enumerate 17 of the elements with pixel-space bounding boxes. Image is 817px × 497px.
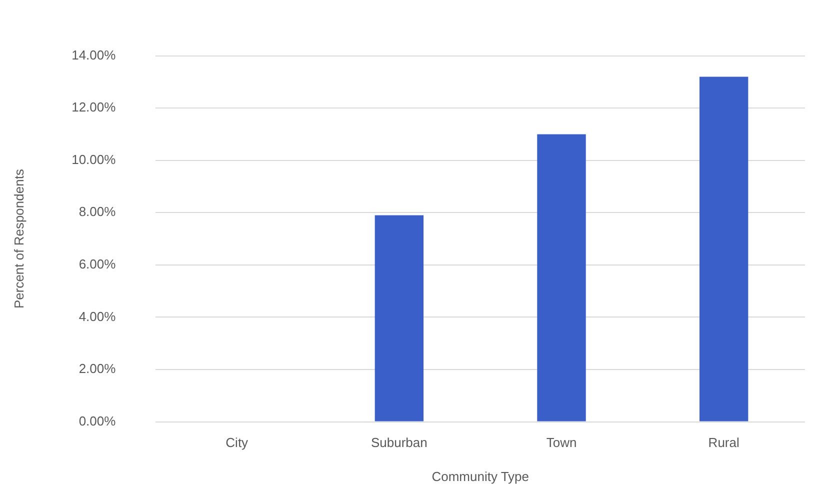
y-axis-title: Percent of Respondents (11, 168, 26, 309)
y-tick-label: 14.00% (72, 47, 116, 62)
bar (537, 134, 586, 422)
x-tick-label: Rural (708, 435, 740, 450)
y-tick-label: 0.00% (78, 413, 116, 428)
y-tick-label: 4.00% (78, 308, 116, 324)
x-tick-label: City (226, 435, 249, 450)
y-tick-label: 12.00% (72, 100, 116, 115)
x-tick-label: Suburban (370, 435, 428, 450)
y-tick-label: 6.00% (78, 256, 116, 272)
x-tick-label: Town (546, 435, 577, 450)
y-tick-label: 2.00% (78, 361, 116, 376)
x-axis-title: Community Type (432, 468, 529, 484)
bar (374, 215, 424, 422)
y-tick-label: 8.00% (78, 204, 116, 220)
bar (699, 76, 748, 422)
y-tick-label: 10.00% (72, 152, 116, 167)
